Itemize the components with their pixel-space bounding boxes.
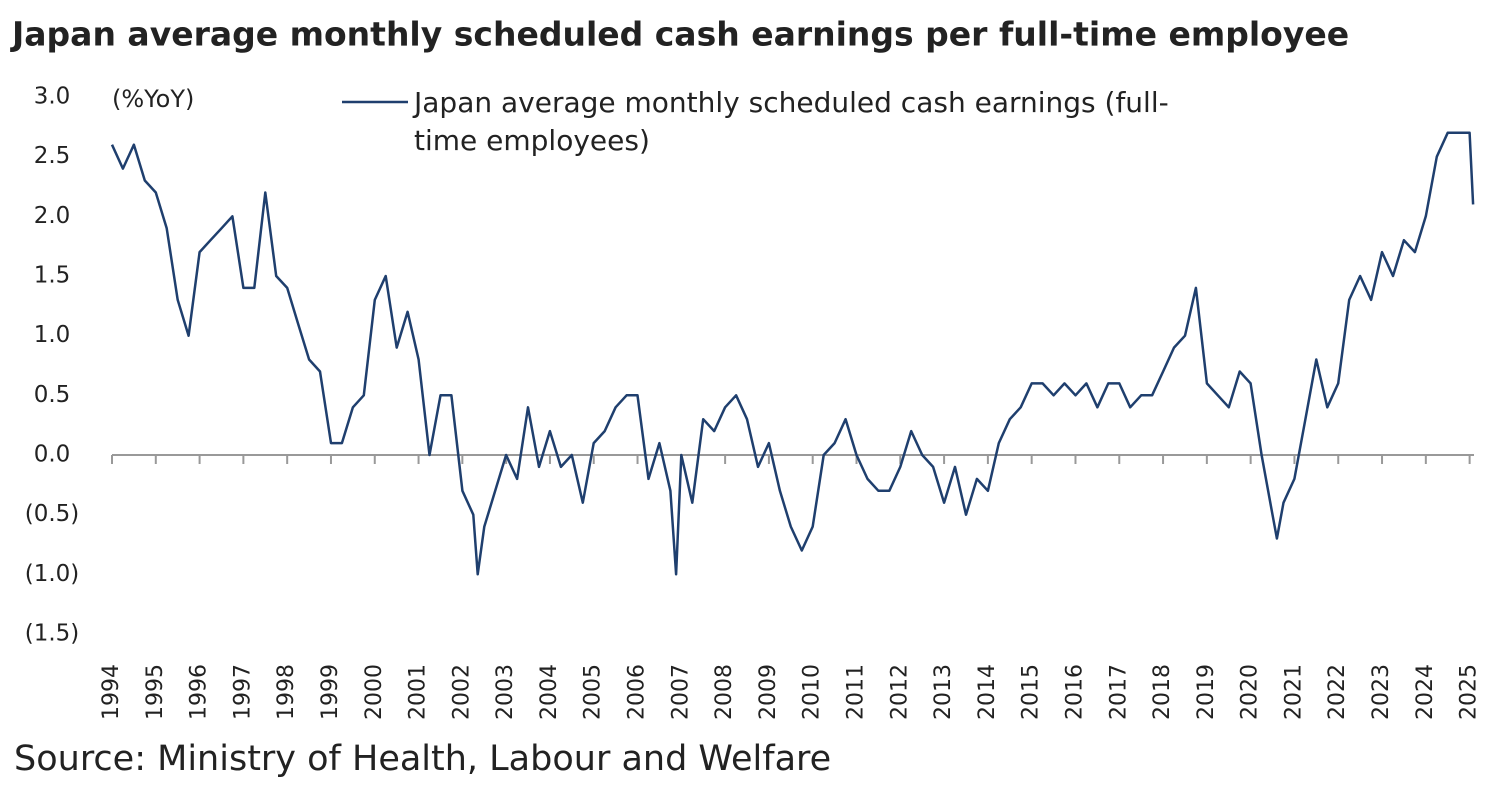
x-tick-label: 2025 xyxy=(1457,664,1482,720)
x-tick-label: 2007 xyxy=(668,664,693,720)
y-tick-label: (1.5) xyxy=(25,621,80,647)
x-tick-label: 1998 xyxy=(274,664,299,720)
x-tick-label: 2018 xyxy=(1150,664,1175,720)
chart-title: Japan average monthly scheduled cash ear… xyxy=(10,15,1349,54)
x-tick-label: 2021 xyxy=(1281,664,1306,720)
x-tick-label: 2024 xyxy=(1413,664,1438,720)
y-tick-label: 1.0 xyxy=(34,322,71,348)
x-tick-label: 2003 xyxy=(493,664,518,720)
x-tick-label: 2012 xyxy=(887,664,912,720)
x-tick-label: 2005 xyxy=(581,664,606,720)
y-tick-label: 3.0 xyxy=(34,84,71,110)
x-tick-label: 2023 xyxy=(1369,664,1394,720)
y-tick-label: 2.5 xyxy=(34,143,71,169)
x-tick-label: 1999 xyxy=(318,664,343,720)
x-tick-label: 2014 xyxy=(975,664,1000,720)
x-tick-label: 2006 xyxy=(625,664,650,720)
x-tick-label: 2022 xyxy=(1325,664,1350,720)
x-tick-label: 2013 xyxy=(931,664,956,720)
y-tick-label: 0.5 xyxy=(34,382,71,408)
legend-label: Japan average monthly scheduled cash ear… xyxy=(414,86,1169,157)
y-tick-label: 2.0 xyxy=(34,203,71,229)
y-tick-label: (1.0) xyxy=(25,561,80,587)
x-tick-label: 2000 xyxy=(362,664,387,720)
x-tick-label: 2016 xyxy=(1062,664,1087,720)
x-tick-label: 2017 xyxy=(1106,664,1131,720)
x-tick-label: 2011 xyxy=(844,664,869,720)
data-line xyxy=(110,131,1475,576)
y-axis-unit: (%YoY) xyxy=(112,85,194,113)
x-tick-label: 2002 xyxy=(449,664,474,720)
x-tick-label: 2020 xyxy=(1238,664,1263,720)
y-tick-label: 0.0 xyxy=(34,442,71,468)
x-tick-label: 1996 xyxy=(187,664,212,720)
y-tick-label: (0.5) xyxy=(25,501,80,527)
x-tick-label: 2019 xyxy=(1194,664,1219,720)
source-note: Source: Ministry of Health, Labour and W… xyxy=(14,739,831,779)
x-tick-label: 2004 xyxy=(537,664,562,720)
x-tick-label: 2001 xyxy=(406,664,431,720)
x-tick-label: 2010 xyxy=(800,664,825,720)
y-tick-label: 1.5 xyxy=(34,263,71,289)
x-tick-label: 1997 xyxy=(230,664,255,720)
x-tick-label: 2009 xyxy=(756,664,781,720)
x-tick-label: 2015 xyxy=(1019,664,1044,720)
x-tick-label: 2008 xyxy=(712,664,737,720)
x-tick-label: 1994 xyxy=(99,664,124,720)
x-tick-label: 1995 xyxy=(143,664,168,720)
